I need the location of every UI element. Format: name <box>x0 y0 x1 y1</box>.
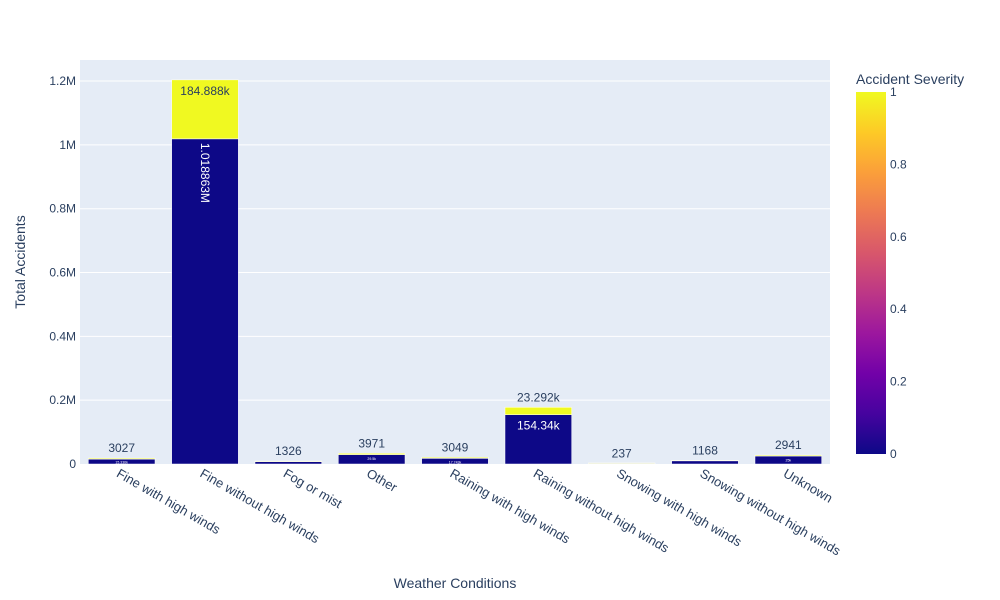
colorbar-tick-label: 0.8 <box>890 157 907 171</box>
colorbar-tick-label: 1 <box>890 85 897 99</box>
bar-severity-1 <box>254 460 322 462</box>
x-tick-label: Other <box>364 466 400 496</box>
y-tick-label: 0 <box>69 457 76 471</box>
bar-severity-0 <box>171 138 239 465</box>
x-tick-label: Raining without high winds <box>531 466 672 556</box>
bar-severity-1 <box>671 459 739 462</box>
data-label: 154.34k <box>517 419 561 433</box>
colorbar-tick-label: 0.4 <box>890 302 907 316</box>
colorbar-ticks: 0 0.2 0.4 0.6 0.8 1 <box>890 85 907 461</box>
data-label: 17.743k <box>449 461 462 465</box>
y-tick-label: 0.6M <box>49 266 76 280</box>
bar-severity-0 <box>504 414 572 465</box>
data-label: 2941 <box>775 438 802 452</box>
colorbar: Accident Severity 0 0.2 0.4 0.6 0.8 1 <box>856 71 964 461</box>
data-labels: 15.336k 3027 1.018863M 184.888k 1326 29.5k 397… <box>108 84 802 465</box>
data-label: 3027 <box>108 441 135 455</box>
bar-severity-1 <box>88 457 156 460</box>
data-label: 3971 <box>358 436 385 450</box>
data-label: 15.336k <box>115 461 128 465</box>
x-tick-label: Fog or mist <box>281 466 345 512</box>
x-tick-label: Unknown <box>781 466 835 506</box>
y-axis-ticks: 0 0.2M 0.4M 0.6M 0.8M 1M 1.2M <box>49 74 76 471</box>
x-axis-title: Weather Conditions <box>394 575 517 591</box>
bar-severity-1 <box>588 462 656 464</box>
colorbar-tick-label: 0.2 <box>890 375 907 389</box>
data-label: 23.292k <box>517 390 561 404</box>
x-tick-label: Snowing without high winds <box>698 466 844 559</box>
bar-severity-1 <box>754 454 822 457</box>
data-label: 25k <box>786 459 792 463</box>
bar-severity-1 <box>421 457 489 459</box>
y-axis-title: Total Accidents <box>12 215 28 308</box>
y-tick-label: 0.2M <box>49 393 76 407</box>
bars <box>88 79 822 465</box>
colorbar-gradient <box>856 92 886 454</box>
bar-severity-1 <box>171 79 239 140</box>
y-tick-label: 1M <box>59 138 76 152</box>
bar-severity-1 <box>504 407 572 415</box>
y-tick-label: 0.4M <box>49 329 76 343</box>
bar-severity-0 <box>671 460 739 465</box>
data-label: 1.018863M <box>198 143 212 203</box>
data-label: 1168 <box>692 443 718 457</box>
colorbar-tick-label: 0 <box>890 447 897 461</box>
y-tick-label: 1.2M <box>49 74 76 88</box>
bar-severity-0 <box>254 461 322 465</box>
colorbar-title: Accident Severity <box>856 71 964 87</box>
colorbar-tick-label: 0.6 <box>890 230 907 244</box>
bar-severity-1 <box>338 453 406 455</box>
data-label: 29.5k <box>367 457 376 461</box>
data-label: 184.888k <box>180 84 230 98</box>
y-tick-label: 0.8M <box>49 202 76 216</box>
data-label: 3049 <box>442 440 469 454</box>
data-label: 237 <box>612 446 632 460</box>
data-label: 1326 <box>275 444 302 458</box>
